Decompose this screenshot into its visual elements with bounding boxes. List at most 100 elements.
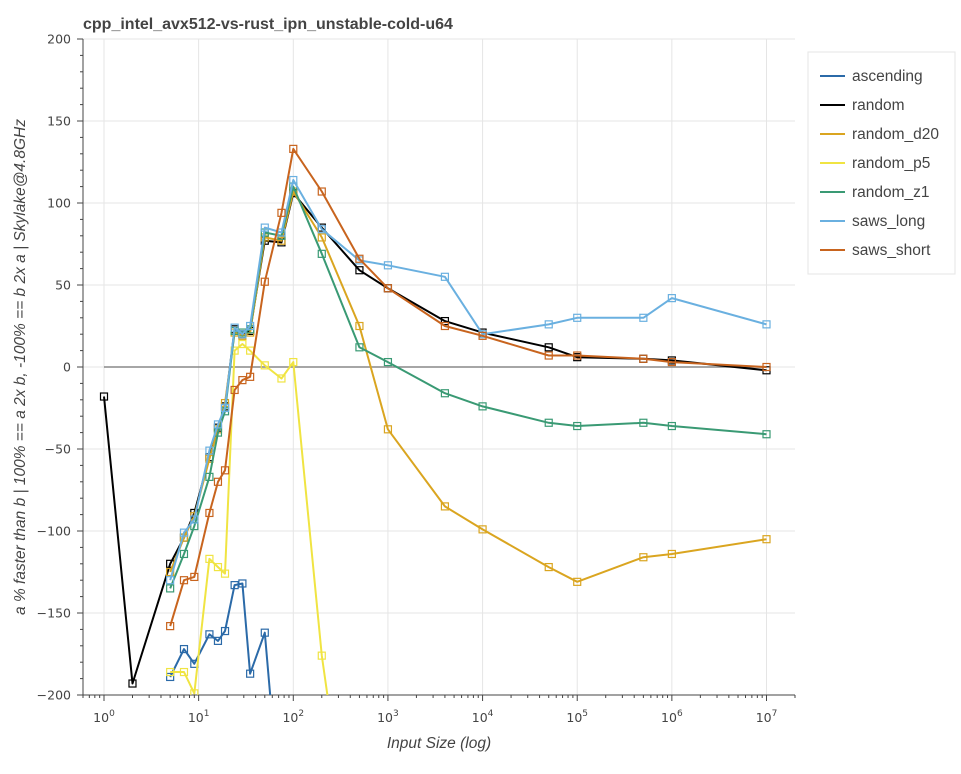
- data-point-random_d20: [440, 502, 450, 511]
- data-point-saws_long: [238, 330, 247, 339]
- data-point-saws_long: [190, 515, 199, 524]
- legend-label-random_z1: random_z1: [852, 184, 930, 201]
- data-point-saws_short: [213, 477, 223, 486]
- data-point-saws_long: [440, 272, 450, 281]
- data-point-ascending: [246, 669, 255, 678]
- series-saws_short: [166, 144, 771, 631]
- data-point-ascending: [260, 628, 269, 637]
- data-point-ascending: [220, 626, 230, 636]
- data-point-saws_long: [230, 323, 239, 332]
- data-point-random: [440, 316, 450, 326]
- series-saws_long: [166, 175, 771, 585]
- y-axis-title: a % faster than b | 100% == a 2x b, -100…: [12, 119, 29, 615]
- y-tick-label: 200: [47, 32, 71, 47]
- data-point-random_z1: [179, 549, 189, 559]
- series-line-saws_long: [169, 179, 767, 581]
- y-tick-label: 50: [55, 278, 71, 293]
- data-point-random_d20: [383, 425, 393, 434]
- data-point-saws_long: [166, 576, 175, 585]
- data-point-random_p5: [289, 357, 298, 367]
- data-point-random_p5: [277, 374, 286, 383]
- data-point-ascending: [205, 630, 214, 639]
- data-point-random_d20: [355, 321, 364, 331]
- data-point-saws_short: [289, 144, 298, 153]
- data-point-random_p5: [220, 569, 230, 578]
- data-point-saws_short: [440, 321, 450, 331]
- data-point-saws_short: [166, 622, 175, 631]
- data-point-ascending: [179, 644, 189, 654]
- y-tick-label: −200: [37, 688, 71, 703]
- legend-label-ascending: ascending: [852, 68, 923, 85]
- series-line-random_z1: [169, 185, 767, 589]
- data-point-saws_long: [383, 261, 393, 270]
- data-point-random_z1: [205, 472, 214, 481]
- data-point-saws_long: [179, 528, 189, 537]
- data-point-random_d20: [639, 553, 648, 562]
- data-point-random_p5: [317, 651, 326, 660]
- series-layer: [99, 144, 771, 695]
- x-tick-label: 107: [756, 709, 778, 725]
- data-point-random: [99, 392, 109, 401]
- data-point-random_z1: [762, 430, 771, 439]
- x-tick-label: 102: [282, 709, 304, 725]
- y-tick-label: 100: [47, 196, 71, 211]
- data-point-saws_short: [205, 508, 214, 518]
- data-point-saws_short: [639, 354, 648, 363]
- series-line-random: [103, 192, 767, 685]
- data-point-saws_long: [762, 320, 771, 329]
- y-axis-ticks: 200 150 100 50 0 −50 −100 −150 −200: [37, 32, 83, 703]
- data-point-saws_long: [667, 294, 676, 303]
- y-tick-label: 150: [47, 114, 71, 129]
- data-point-random_z1: [355, 343, 364, 352]
- data-point-saws_long: [544, 320, 553, 329]
- data-point-random_d20: [573, 577, 582, 586]
- data-point-ascending: [238, 579, 247, 588]
- legend-label-random_p5: random_p5: [852, 155, 930, 172]
- data-point-random_p5: [213, 562, 223, 572]
- data-point-ascending: [166, 672, 175, 682]
- data-point-random_d20: [667, 549, 676, 559]
- chart-title: cpp_intel_avx512-vs-rust_ipn_unstable-co…: [83, 16, 453, 33]
- legend-label-random_d20: random_d20: [852, 126, 939, 143]
- data-point-random_d20: [317, 233, 326, 242]
- data-point-saws_short: [355, 254, 364, 263]
- data-point-saws_long: [289, 175, 298, 185]
- y-tick-label: −50: [45, 442, 71, 457]
- data-point-saws_short: [573, 351, 582, 360]
- data-point-saws_short: [260, 277, 269, 286]
- data-point-random_z1: [383, 357, 393, 367]
- data-point-saws_long: [205, 446, 214, 455]
- series-ascending: [166, 579, 272, 695]
- data-point-random_z1: [166, 584, 175, 593]
- legend-label-saws_long: saws_long: [852, 213, 925, 230]
- x-axis-title: Input Size (log): [387, 735, 491, 752]
- data-point-random_z1: [544, 418, 553, 427]
- data-point-random_p5: [190, 689, 199, 695]
- data-point-random_p5: [179, 667, 189, 677]
- data-point-saws_long: [260, 223, 269, 232]
- x-tick-label: 106: [661, 709, 683, 725]
- data-point-saws_short: [762, 362, 771, 372]
- series-line-random_d20: [169, 190, 767, 583]
- x-tick-label: 103: [377, 709, 399, 725]
- y-tick-label: −150: [37, 606, 71, 621]
- legend-label-random: random: [852, 97, 905, 114]
- x-tick-label: 101: [188, 709, 210, 725]
- x-tick-label: 100: [93, 709, 115, 725]
- data-point-random_p5: [238, 339, 247, 349]
- data-point-ascending: [230, 581, 239, 590]
- data-point-random_z1: [573, 421, 582, 431]
- data-point-random_z1: [478, 402, 487, 411]
- data-point-random_z1: [667, 421, 676, 431]
- x-tick-label: 104: [472, 709, 494, 725]
- data-point-saws_short: [179, 576, 189, 585]
- series-line-saws_short: [169, 147, 767, 627]
- data-point-saws_short: [230, 385, 239, 395]
- legend-label-saws_short: saws_short: [852, 242, 931, 259]
- data-point-random_d20: [544, 562, 553, 572]
- series-line-ascending: [169, 582, 272, 695]
- data-point-random_d20: [166, 567, 175, 577]
- data-point-random: [544, 343, 553, 352]
